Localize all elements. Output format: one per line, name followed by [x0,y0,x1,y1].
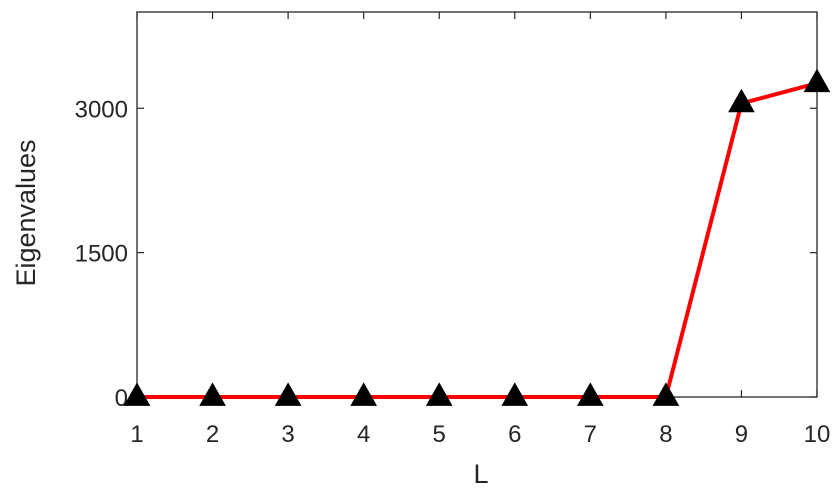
x-tick-label: 8 [659,421,672,448]
y-tick-label: 0 [115,385,128,412]
plot-area [136,11,818,398]
x-tick-label: 4 [357,421,370,448]
data-point-marker [274,382,302,406]
plot-frame [136,11,818,398]
x-tick-label: 6 [508,421,521,448]
data-point-marker [425,382,453,406]
x-axis-title: L [473,459,488,489]
series-line [137,81,818,399]
data-point-marker [576,382,604,406]
x-tick-label: 2 [206,421,219,448]
y-tick-label: 3000 [75,96,128,123]
x-tick-label: 5 [433,421,446,448]
data-point-marker [501,382,529,406]
data-point-marker [803,68,831,93]
y-axis-title: Eigenvalues [11,139,41,286]
x-tick-label: 10 [804,421,831,448]
data-point-marker [123,382,151,406]
data-point-marker [728,88,755,113]
series-layer [123,68,831,406]
data-point-marker [199,382,226,406]
x-tick-label: 1 [130,421,143,448]
data-point-marker [350,382,378,406]
x-tick-label: 9 [735,421,748,448]
x-tick-label: 3 [281,421,294,448]
x-tick-label: 7 [584,421,597,448]
data-point-marker [652,382,680,406]
y-tick-label: 1500 [75,241,128,268]
